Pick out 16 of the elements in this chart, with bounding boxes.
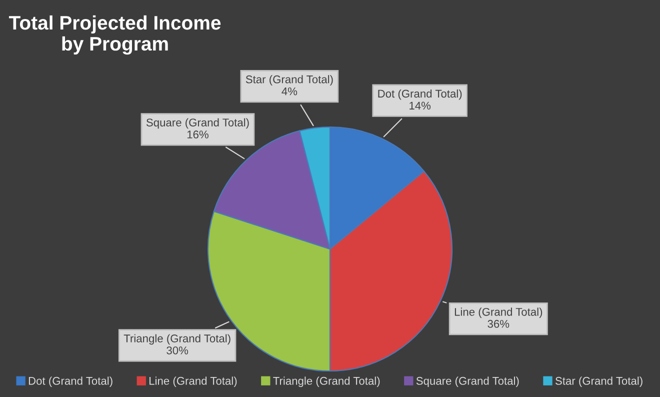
slice-label: Dot (Grand Total) [378, 89, 462, 100]
slice-label: Square (Grand Total) [146, 118, 249, 129]
data-label: 30% [166, 346, 188, 354]
chart-title: Total Projected Income by Program [8, 15, 221, 55]
legend-label: Square (Grand Total) [416, 376, 519, 387]
slice-label: Line (Grand Total) [454, 308, 542, 318]
legend-label: Line (Grand Total) [150, 376, 237, 387]
data-label: 14% [410, 102, 431, 110]
legend-label: Dot (Grand Total) [28, 376, 112, 387]
data-label: 36% [488, 320, 510, 328]
slice-label: Star (Grand Total) [246, 75, 333, 86]
legend-label: Triangle (Grand Total) [273, 376, 380, 387]
legend-label: Star (Grand Total) [555, 376, 642, 387]
slice-label: Triangle (Grand Total) [124, 334, 230, 345]
data-label: 4% [282, 87, 298, 96]
data-label: 16% [187, 130, 208, 138]
